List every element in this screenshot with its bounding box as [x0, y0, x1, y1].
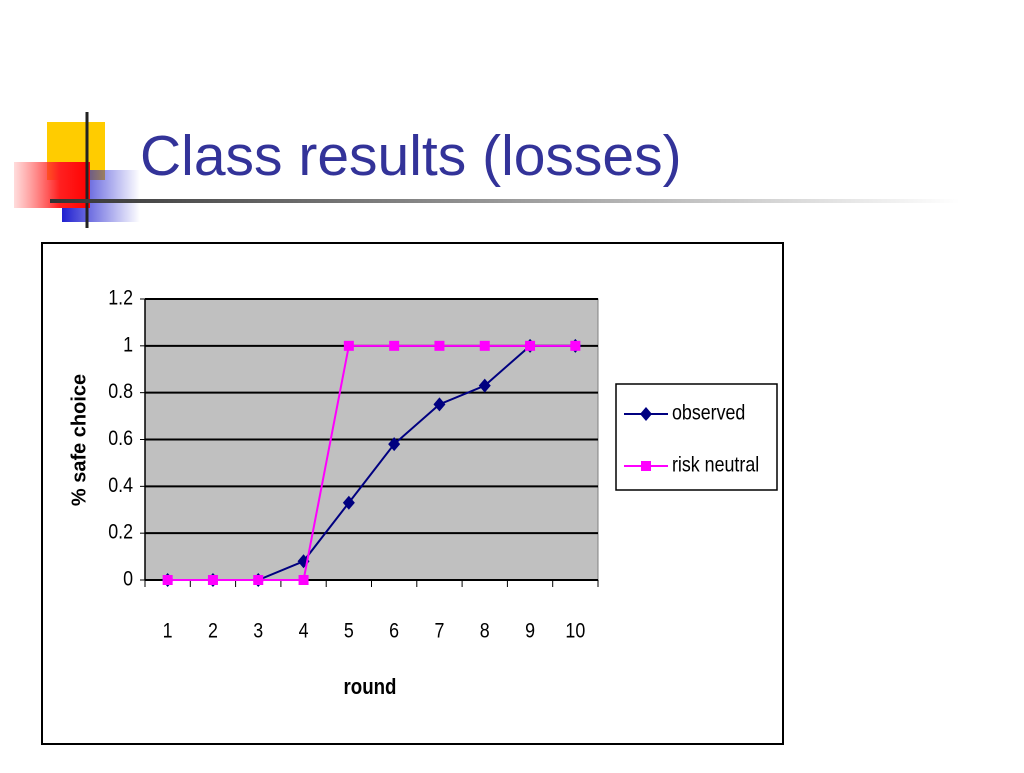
- y-tick-label: 0: [123, 567, 133, 591]
- x-tick-label: 10: [565, 619, 585, 643]
- legend-label: risk neutral: [672, 453, 759, 477]
- x-tick-label: 6: [389, 619, 399, 643]
- y-tick-label: 0.2: [108, 520, 133, 544]
- data-point: [298, 575, 309, 585]
- y-tick-label: 1: [123, 333, 133, 357]
- y-tick-label: 1.2: [108, 286, 133, 310]
- data-point: [388, 437, 401, 452]
- x-tick-label: 2: [208, 619, 218, 643]
- x-tick-label: 3: [253, 619, 263, 643]
- data-point: [343, 340, 354, 351]
- legend-marker: [640, 407, 652, 421]
- data-point: [525, 340, 536, 351]
- x-axis-label: round: [344, 675, 397, 699]
- series-line: [167, 344, 576, 581]
- data-point: [253, 575, 264, 585]
- x-tick-label: 8: [480, 619, 490, 643]
- slide-title: Class results (losses): [140, 124, 682, 188]
- data-point: [478, 378, 491, 393]
- data-point: [433, 397, 446, 412]
- x-tick-label: 4: [299, 619, 309, 643]
- data-point: [479, 340, 490, 351]
- y-tick-label: 0.8: [108, 380, 133, 404]
- data-point: [162, 575, 173, 585]
- legend: [615, 383, 778, 491]
- data-point: [207, 575, 218, 585]
- data-point: [389, 340, 400, 351]
- x-tick-label: 1: [163, 619, 173, 643]
- data-point: [434, 340, 445, 351]
- x-tick-label: 9: [525, 619, 535, 643]
- title-rule: [50, 199, 960, 203]
- legend-marker: [641, 461, 651, 471]
- y-axis-label: % safe choice: [68, 374, 90, 506]
- y-tick-label: 0.4: [108, 474, 133, 498]
- x-tick-label: 5: [344, 619, 354, 643]
- legend-label: observed: [672, 401, 745, 425]
- x-tick-label: 7: [434, 619, 444, 643]
- data-point: [342, 495, 355, 510]
- data-point: [570, 340, 581, 351]
- y-tick-label: 0.6: [108, 427, 133, 451]
